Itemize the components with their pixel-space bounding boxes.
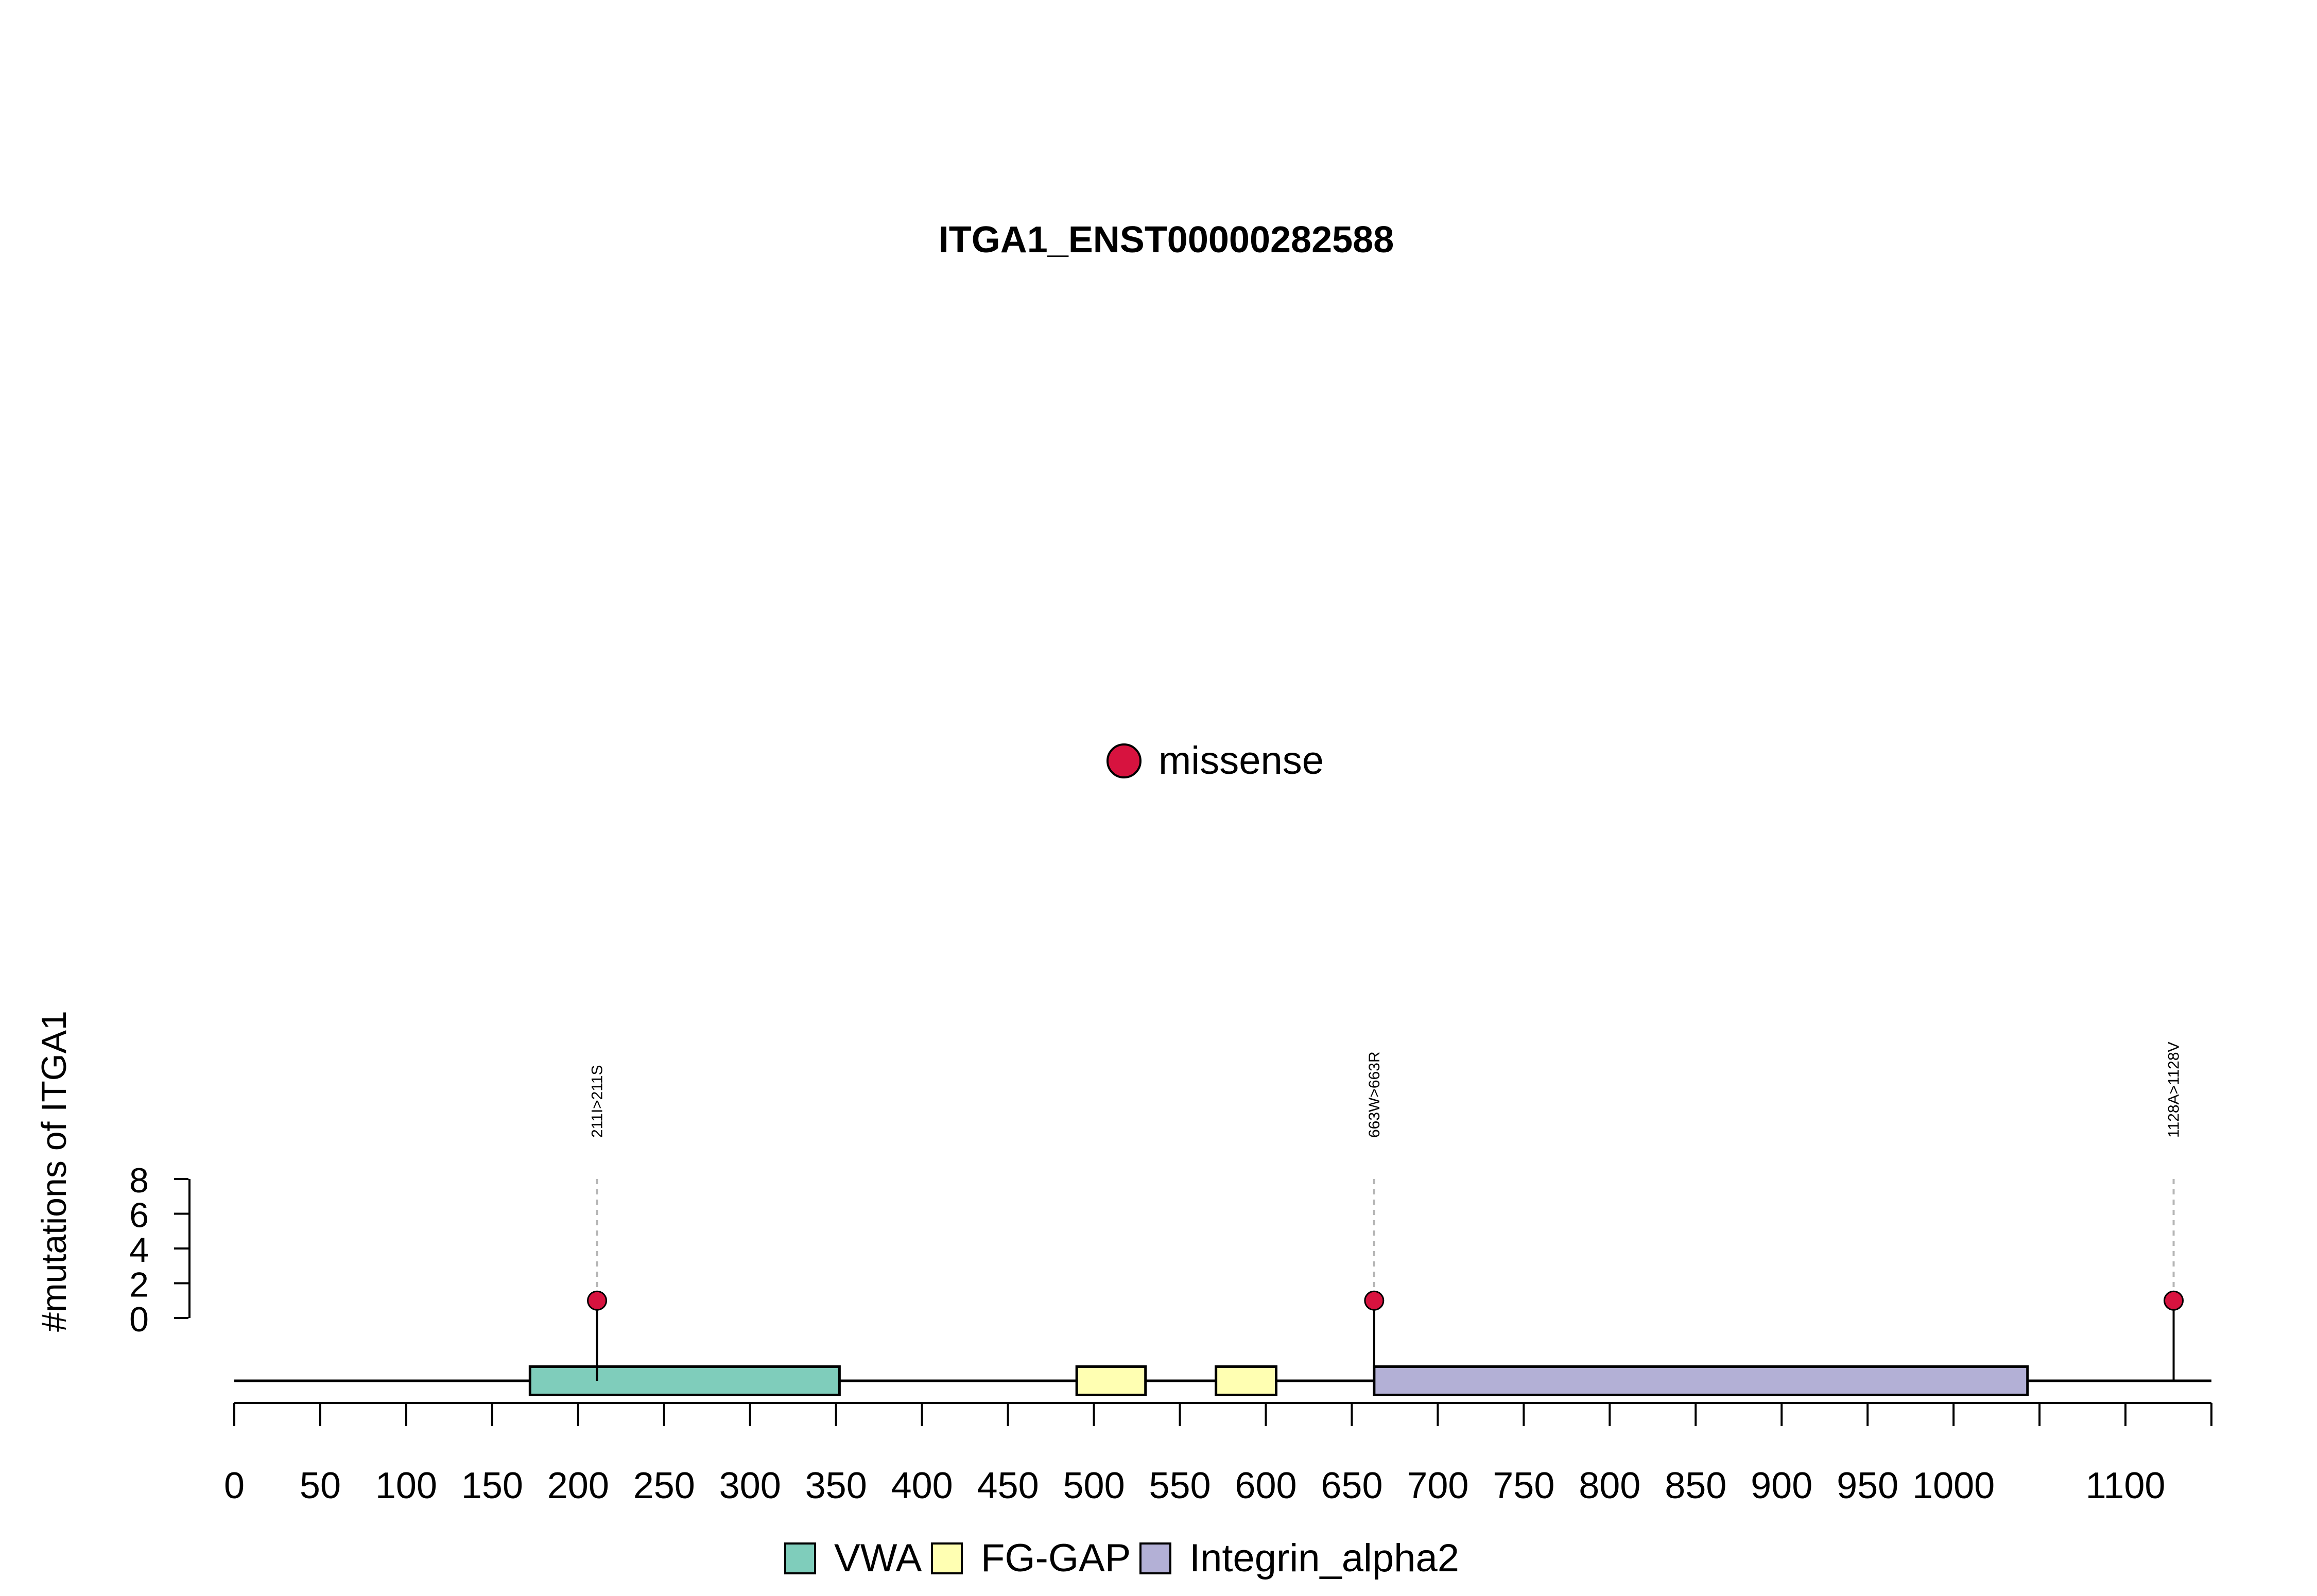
domain-fg-gap-2 (1215, 1365, 1278, 1396)
mutation-point (587, 1290, 608, 1311)
x-tick-label: 0 (224, 1465, 245, 1506)
mutation-label: 1128A>1128V (2166, 1042, 2183, 1138)
x-tick-label: 100 (375, 1465, 437, 1506)
y-tick-label-2: 2 (129, 1265, 149, 1305)
legend-swatch-integrin_alpha2 (1139, 1542, 1171, 1574)
x-tick-label: 200 (547, 1465, 609, 1506)
y-tick-label-0: 0 (129, 1300, 149, 1339)
x-tick-label: 950 (1837, 1465, 1898, 1506)
legend-swatch-fg-gap (931, 1542, 963, 1574)
x-tick-label: 900 (1751, 1465, 1812, 1506)
y-tick-label-4: 4 (129, 1230, 149, 1270)
y-tick-label-8: 8 (129, 1161, 149, 1200)
x-tick-label: 500 (1063, 1465, 1125, 1506)
legend-label-integrin_alpha2: Integrin_alpha2 (1189, 1536, 1459, 1580)
mutation-point (2164, 1290, 2184, 1311)
mutation-label: 211I>211S (589, 1065, 606, 1138)
x-tick-label: 400 (891, 1465, 953, 1506)
x-tick-label: 550 (1149, 1465, 1211, 1506)
domain-fg-gap-1 (1075, 1365, 1147, 1396)
y-tick-label-6: 6 (129, 1196, 149, 1235)
x-tick-label: 700 (1407, 1465, 1468, 1506)
x-tick-label: 450 (977, 1465, 1039, 1506)
protein-track (234, 1365, 2211, 1396)
domain-vwa-0 (528, 1365, 841, 1396)
legend-label-missense: missense (1158, 739, 1324, 783)
x-tick-label: 1100 (2086, 1465, 2166, 1506)
mutation-label: 663W>663R (1366, 1051, 1383, 1138)
x-tick-label: 350 (805, 1465, 867, 1506)
legend-label-vwa: VWA (834, 1536, 922, 1580)
y-axis-label: #mutations of ITGA1 (34, 1011, 74, 1332)
x-tick-label: 300 (719, 1465, 781, 1506)
x-tick-label: 650 (1321, 1465, 1382, 1506)
mutation-lollipops: 211I>211S 663W>663R 1128A>1128V (587, 1042, 2184, 1381)
x-tick-label: 150 (461, 1465, 523, 1506)
domain-integrin_alpha2-3 (1373, 1365, 2029, 1396)
domain-legend: VWA FG-GAP Integrin_alpha2 (784, 1536, 1459, 1580)
x-tick-label: 800 (1579, 1465, 1640, 1506)
mutation-point (1364, 1290, 1385, 1311)
x-tick-label: 750 (1493, 1465, 1554, 1506)
mutation-legend: missense (1106, 739, 1324, 783)
x-tick-label: 250 (633, 1465, 695, 1506)
x-tick-label: 50 (300, 1465, 341, 1506)
legend-marker-missense (1106, 743, 1142, 778)
x-tick-label: 600 (1235, 1465, 1296, 1506)
x-tick-label: 850 (1665, 1465, 1726, 1506)
legend-label-fg-gap: FG-GAP (981, 1536, 1131, 1580)
x-axis: 0 50 100 150 200 250 300 350 400 450 500 550 600 650 7… (224, 1402, 2212, 1506)
x-tick-label: 1000 (1912, 1465, 1995, 1506)
chart-title: ITGA1_ENST00000282588 (939, 219, 1394, 261)
legend-swatch-vwa (784, 1542, 816, 1574)
